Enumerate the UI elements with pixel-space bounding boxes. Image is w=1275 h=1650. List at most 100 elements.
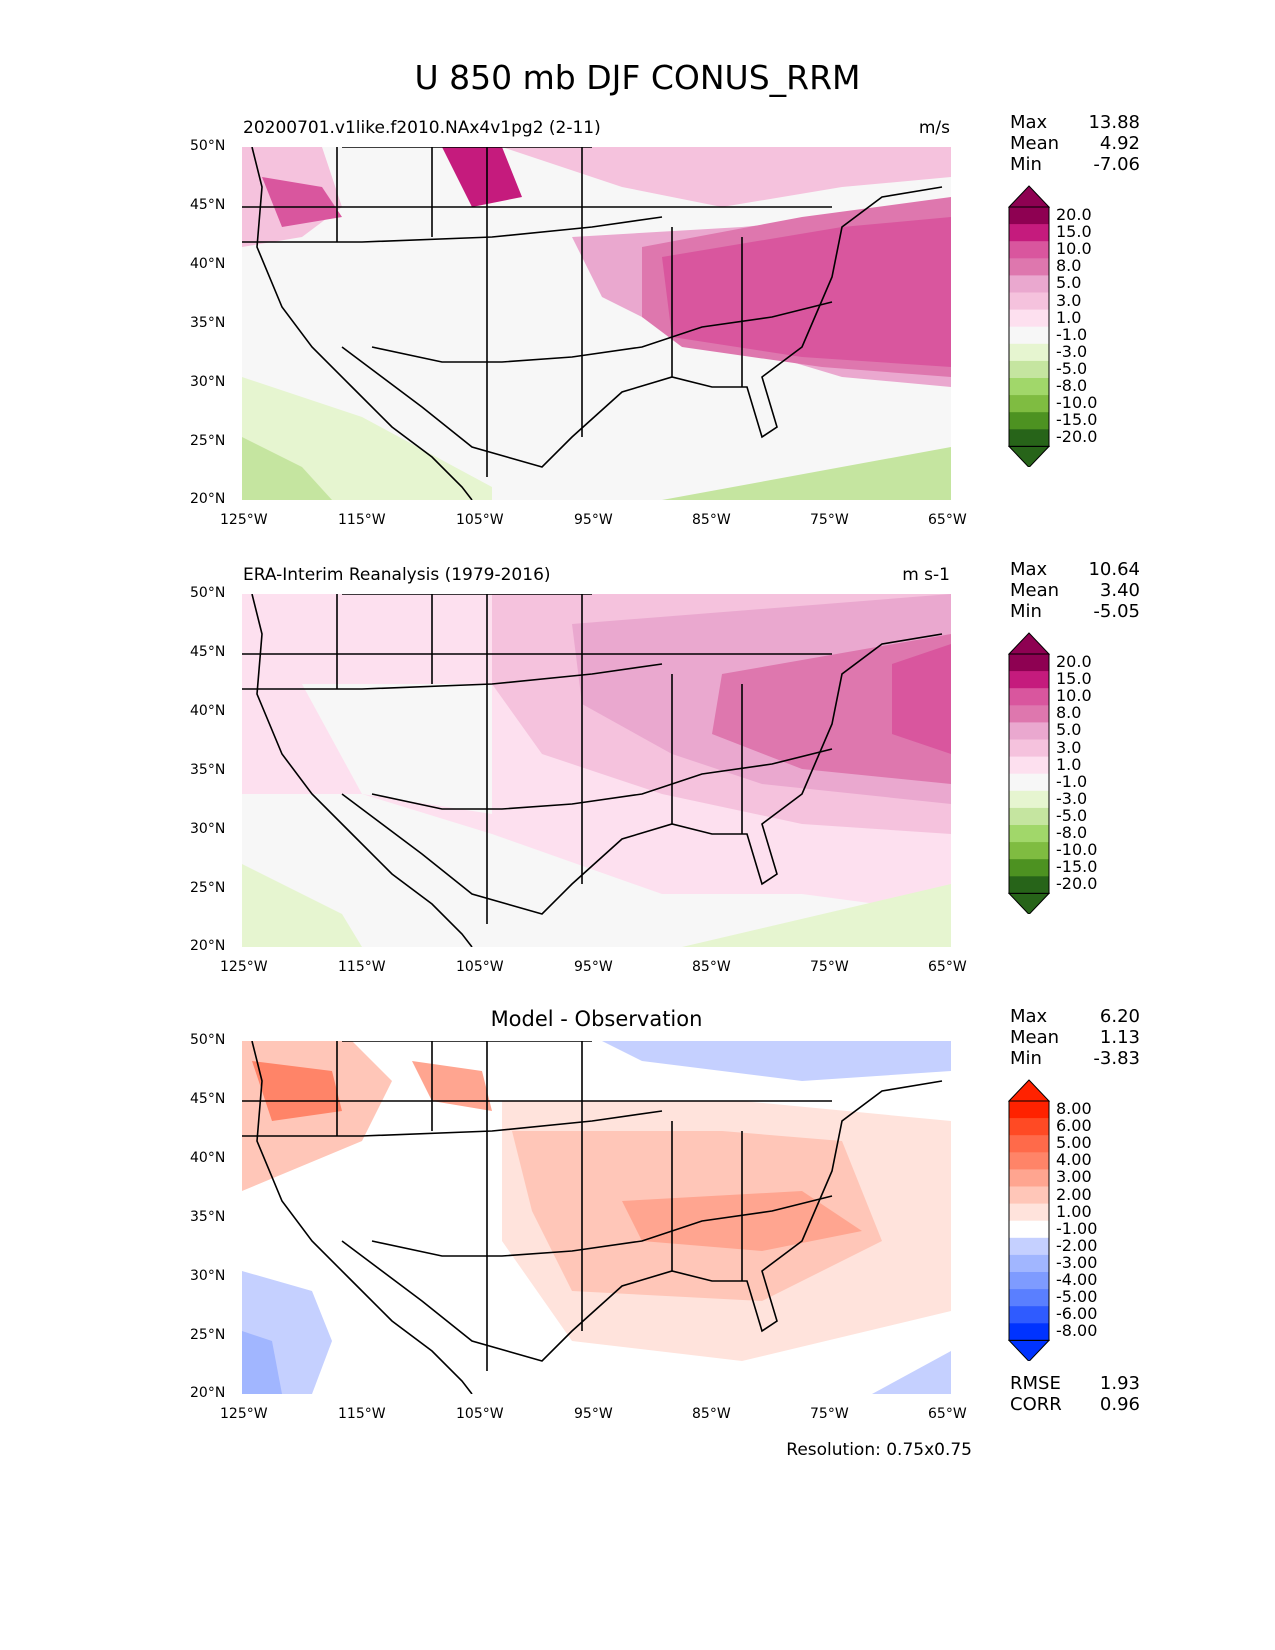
colorbar-tick-label: -6.00 [1056,1304,1098,1324]
colorbar-segment [1009,807,1049,826]
lat-tick: 20°N [190,491,226,507]
map-model [242,146,951,501]
lat-tick: 35°N [190,762,226,778]
lon-tick: 125°W [220,512,268,528]
colorbar-tick-label: -1.00 [1056,1218,1098,1238]
colorbar-tick-label: 15.0 [1056,669,1092,689]
colorbar-tick-label: -5.00 [1056,1287,1098,1307]
colorbar-tick-label: 6.00 [1056,1116,1092,1136]
colorbar-tick-label: -1.0 [1056,324,1088,344]
lon-tick: 125°W [220,959,268,975]
colorbar-segment [1009,360,1049,379]
stat-min: Min -3.83 [1010,1048,1140,1069]
colorbar-tick-label: -4.00 [1056,1270,1098,1289]
colorbar-segment [1009,241,1049,259]
stat-max: Max 10.64 [1010,559,1140,580]
colorbar-tick-label: -10.0 [1056,393,1098,413]
colorbar-observation [1008,632,1050,914]
colorbar-tick-label: 20.0 [1056,205,1092,224]
lat-tick: 25°N [190,880,226,896]
colorbar-segment [1009,1118,1049,1136]
lon-tick: 105°W [456,512,504,528]
field-west-neutral [302,684,492,814]
colorbar-segment [1009,773,1049,792]
lon-tick: 65°W [928,1406,967,1422]
stat-min: Min -7.06 [1010,154,1140,175]
lon-tick: 75°W [810,1406,849,1422]
lat-tick: 40°N [190,1150,226,1166]
panel-obs-left-title: ERA-Interim Reanalysis (1979-2016) [243,565,551,585]
colorbar-tick-label: -8.0 [1056,376,1088,395]
colorbar-tick-label: -15.0 [1056,857,1098,877]
field-diff-north-neg [602,1041,951,1081]
resolution-note: Resolution: 0.75x0.75 [786,1440,972,1460]
colorbar-tick-label: 8.00 [1056,1099,1092,1118]
map-difference-svg [242,1040,951,1395]
colorbar-segment [1009,1272,1049,1290]
panel-model-units: m/s [918,118,950,138]
colorbar-tick-label: -15.0 [1056,410,1098,430]
lat-tick: 30°N [190,374,226,390]
lat-tick: 30°N [190,821,226,837]
colorbar-extend-max [1008,1079,1050,1102]
lat-tick: 45°N [190,644,226,660]
colorbar-tick-label: 4.00 [1056,1150,1092,1170]
field-max-atlantic [892,644,951,754]
colorbar-extend-min [1008,1339,1050,1361]
lon-tick: 115°W [338,512,386,528]
colorbar-segment [1009,705,1049,723]
lat-tick: 40°N [190,256,226,272]
lon-tick: 75°W [810,512,849,528]
colorbar-segment [1009,1323,1049,1341]
lat-tick: 20°N [190,1385,226,1401]
lat-tick: 45°N [190,1091,226,1107]
colorbar-tick-label: -3.00 [1056,1252,1098,1272]
colorbar-segment [1009,292,1049,311]
lat-tick: 40°N [190,703,226,719]
field-diff-sw-min [242,1331,282,1394]
colorbar-segment [1009,326,1049,345]
coastlines-and-borders [242,593,943,948]
colorbar-segment [1009,1135,1049,1153]
lon-tick: 85°W [692,512,731,528]
field-pnw-max [262,177,342,227]
colorbar-tick-label: 5.0 [1056,720,1082,740]
colorbar-tick-label: -2.00 [1056,1235,1098,1255]
colorbar-tick-label: -1.0 [1056,771,1088,791]
lat-tick: 20°N [190,938,226,954]
lon-tick: 85°W [692,959,731,975]
lon-tick: 115°W [338,959,386,975]
lat-tick: 25°N [190,433,226,449]
stat-min: Min -5.05 [1010,601,1140,622]
colorbar-segment [1009,1237,1049,1256]
lon-tick: 105°W [456,959,504,975]
colorbar-model [1008,185,1050,467]
stat-mean: Mean 4.92 [1010,133,1140,154]
lat-tick: 50°N [190,138,226,154]
colorbar-segment [1009,224,1049,242]
colorbar-outline [1008,653,1050,894]
colorbar-tick-label: 2.00 [1056,1184,1092,1204]
lon-tick: 105°W [456,1406,504,1422]
colorbar-segment [1009,258,1049,276]
colorbar-segment [1009,1101,1049,1119]
colorbar-tick-label: 3.00 [1056,1167,1092,1187]
map-difference [242,1040,951,1395]
colorbar-segment [1009,1306,1049,1324]
lon-tick: 75°W [810,959,849,975]
colorbar-outline [1008,1100,1050,1341]
colorbar-tick-label: 5.0 [1056,273,1082,293]
colorbar-tick-label: -10.0 [1056,840,1098,860]
figure-title: U 850 mb DJF CONUS_RRM [414,58,861,97]
colorbar-segment [1009,343,1049,362]
colorbar-segment [1009,309,1049,328]
colorbar-segment [1009,1220,1049,1239]
panel-obs-units: m s-1 [902,565,950,585]
lat-tick: 30°N [190,1268,226,1284]
colorbar-segment [1009,429,1049,447]
colorbar-tick-label: 20.0 [1056,652,1092,671]
colorbar-tick-label: -20.0 [1056,427,1098,447]
panel-model-left-title: 20200701.v1like.f2010.NAx4v1pg2 (2-11) [243,118,601,138]
colorbar-tick-label: 8.0 [1056,256,1082,276]
lat-tick: 35°N [190,1209,226,1225]
